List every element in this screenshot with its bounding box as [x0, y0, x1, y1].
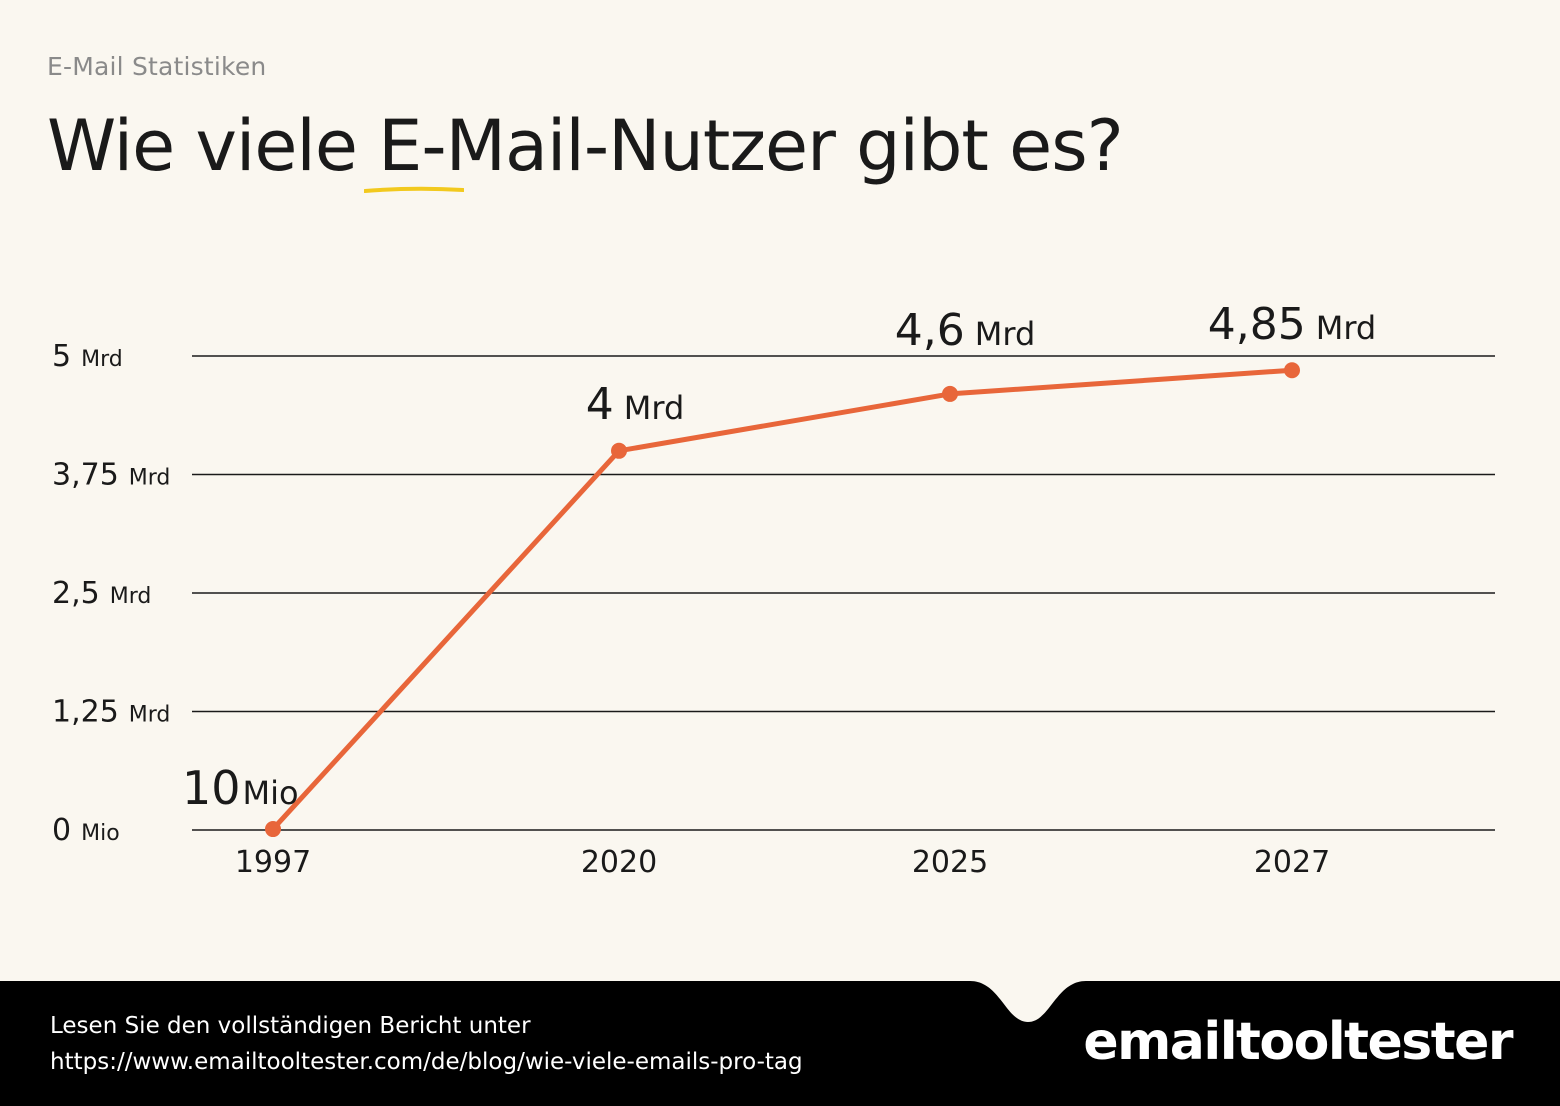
grid-lines [192, 355, 1495, 831]
x-tick-label-1: 2020 [581, 845, 657, 880]
y-tick-label-1: 1,25 Mrd [52, 695, 170, 730]
title-before: Wie viele [47, 105, 379, 187]
y-tick-label-0: 0 Mio [52, 813, 120, 848]
x-tick-label-0: 1997 [235, 845, 311, 880]
x-axis-ticks: 1997 2020 2025 2027 [235, 845, 1330, 880]
footer-text: Lesen Sie den vollständigen Bericht unte… [50, 1008, 803, 1080]
y-tick-label-4: 5 Mrd [52, 339, 123, 374]
series-layer [265, 362, 1300, 838]
title-after: gibt es? [834, 105, 1124, 187]
data-label-1997: 10Mio [182, 761, 299, 815]
data-label-2027: 4,85 Mrd [1208, 299, 1376, 350]
x-tick-label-3: 2027 [1254, 845, 1330, 880]
data-labels: 10Mio 4 Mrd 4,6 Mrd 4,85 Mrd [182, 299, 1376, 815]
series-line [270, 367, 1295, 832]
data-label-2020: 4 Mrd [586, 379, 685, 430]
data-point-2020 [611, 442, 627, 459]
data-label-2025: 4,6 Mrd [895, 305, 1036, 356]
x-tick-label-2: 2025 [912, 845, 988, 880]
page-title: Wie viele E-Mail-Nutzer gibt es? [47, 105, 1124, 193]
y-axis-ticks: 0 Mio 1,25 Mrd 2,5 Mrd 3,75 Mrd 5 Mrd [52, 339, 170, 848]
title-highlight: E-Mail-Nutzer [364, 105, 836, 193]
brand-logo: emailtooltester [1083, 1012, 1513, 1072]
data-point-2027 [1284, 362, 1300, 379]
footer-line1: Lesen Sie den vollständigen Bericht unte… [50, 1013, 531, 1039]
title-highlight-text: E-Mail-Nutzer [378, 105, 836, 187]
y-tick-label-2: 2,5 Mrd [52, 576, 151, 611]
data-point-2025 [942, 385, 958, 402]
report-link[interactable]: https://www.emailtooltester.com/de/blog/… [50, 1049, 803, 1075]
line-chart: 0 Mio 1,25 Mrd 2,5 Mrd 3,75 Mrd 5 Mrd 1997 2020 202… [52, 299, 1495, 880]
highlight-underline [364, 186, 465, 193]
header-kicker: E-Mail Statistiken [47, 52, 267, 81]
data-point-1997 [265, 821, 281, 838]
y-tick-label-3: 3,75 Mrd [52, 458, 170, 493]
